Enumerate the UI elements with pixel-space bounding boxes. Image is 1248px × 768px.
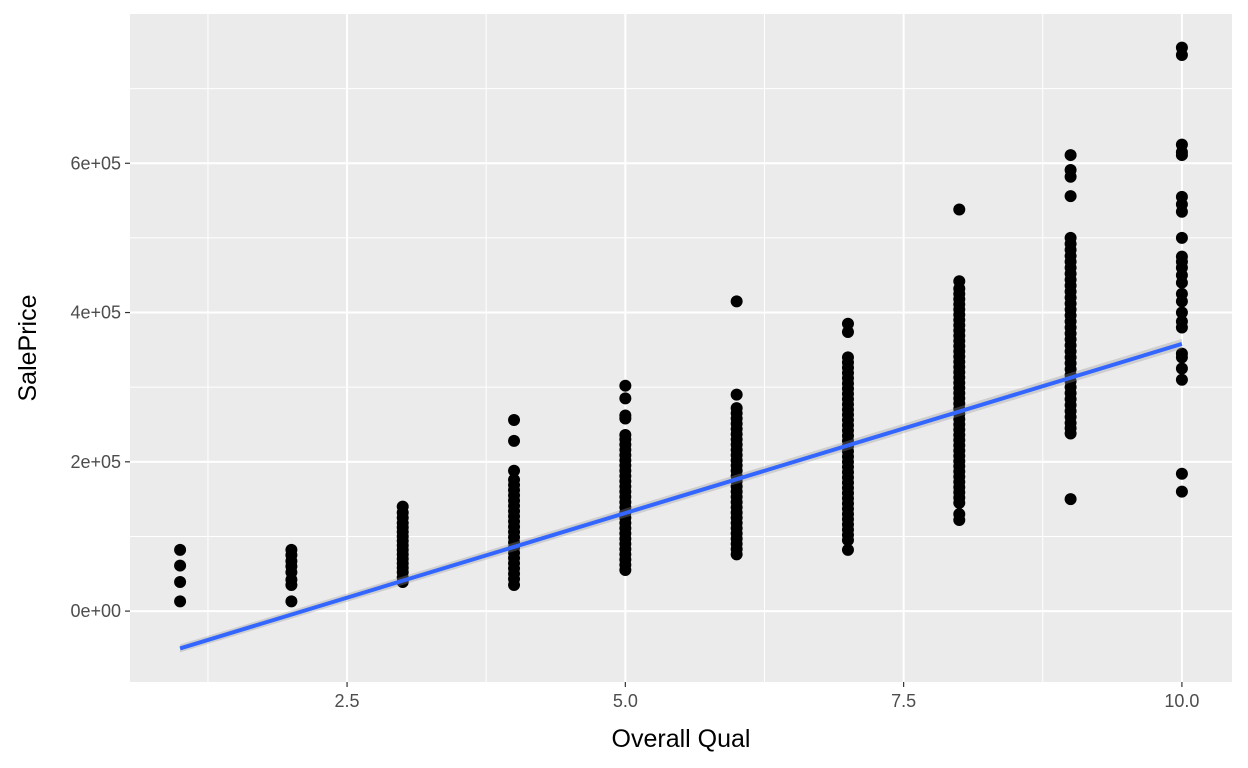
y-tick-label: 6e+05 [70, 153, 121, 173]
data-point [1175, 315, 1188, 328]
plot-panel [130, 14, 1232, 682]
y-tick-label: 2e+05 [70, 452, 121, 472]
data-point [619, 428, 632, 441]
y-tick-label: 4e+05 [70, 303, 121, 323]
data-point [174, 575, 187, 588]
data-point [1064, 493, 1077, 506]
data-point [174, 595, 187, 608]
data-point [508, 464, 521, 477]
data-point [1064, 149, 1077, 162]
data-point [508, 414, 521, 427]
data-point [730, 388, 743, 401]
x-tick-label: 10.0 [1164, 691, 1199, 711]
data-point [1175, 250, 1188, 263]
x-tick-label: 7.5 [891, 691, 916, 711]
data-point [841, 351, 854, 364]
data-point [508, 434, 521, 447]
data-point [396, 500, 409, 513]
data-point [174, 543, 187, 556]
x-axis-title: Overall Qual [612, 725, 751, 753]
data-point [1064, 231, 1077, 244]
data-point [285, 595, 298, 608]
data-point [953, 203, 966, 216]
data-point [1064, 190, 1077, 203]
data-point [841, 325, 854, 338]
x-tick-label: 5.0 [613, 691, 638, 711]
data-point [1175, 41, 1188, 54]
data-point [1175, 306, 1188, 319]
data-point [841, 543, 854, 556]
data-point [730, 295, 743, 308]
data-point [619, 379, 632, 392]
data-point [1175, 190, 1188, 203]
data-point [508, 473, 521, 486]
data-point [1175, 347, 1188, 360]
data-point [1175, 362, 1188, 375]
data-point [1175, 138, 1188, 151]
y-axis-ticks: 0e+00 2e+05 4e+05 6e+05 [70, 153, 130, 621]
data-points [174, 41, 1188, 608]
data-point [1175, 231, 1188, 244]
data-point [953, 508, 966, 521]
y-axis-title: SalePrice [14, 295, 42, 402]
minor-gridlines [130, 14, 1232, 682]
data-point [285, 543, 298, 556]
data-point [730, 402, 743, 415]
data-point [1175, 485, 1188, 498]
y-tick-label: 0e+00 [70, 601, 121, 621]
x-axis-ticks: 2.5 5.0 7.5 10.0 [335, 682, 1199, 711]
data-point [619, 392, 632, 405]
data-point [841, 317, 854, 330]
data-point [1175, 287, 1188, 300]
data-point [174, 559, 187, 572]
data-point [1064, 163, 1077, 176]
data-point [953, 275, 966, 288]
data-point [1175, 467, 1188, 480]
trend-line [179, 341, 1183, 651]
data-point [619, 409, 632, 422]
data-point [1175, 373, 1188, 386]
trend-line-group [179, 338, 1183, 653]
x-tick-label: 2.5 [335, 691, 360, 711]
